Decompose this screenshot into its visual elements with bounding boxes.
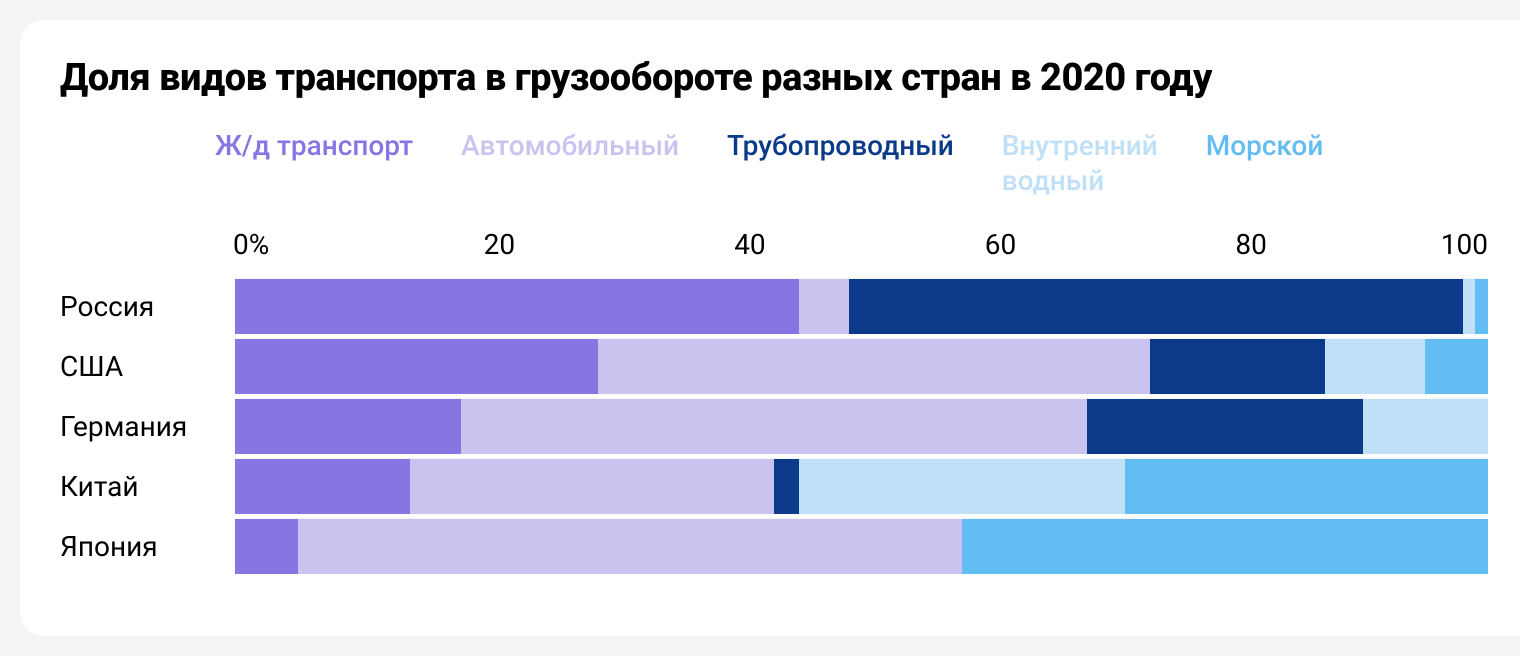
stacked-bar bbox=[235, 398, 1488, 454]
x-axis: 0% 20 40 60 80 100 bbox=[235, 228, 1488, 264]
x-tick: 20 bbox=[484, 228, 515, 261]
x-tick: 0% bbox=[233, 228, 269, 261]
row-label: Китай bbox=[60, 470, 235, 503]
bar-segment-sea bbox=[962, 519, 1488, 574]
bar-segment-pipeline bbox=[1087, 399, 1363, 454]
bar-row: Китай bbox=[60, 458, 1500, 514]
bar-segment-sea bbox=[1475, 279, 1488, 334]
bar-segment-inland bbox=[1363, 399, 1488, 454]
chart-title: Доля видов транспорта в грузообороте раз… bbox=[60, 56, 1500, 100]
bar-segment-rail bbox=[235, 339, 598, 394]
bar-row: Россия bbox=[60, 278, 1500, 334]
stacked-bar bbox=[235, 458, 1488, 514]
bar-segment-inland bbox=[1463, 279, 1476, 334]
legend-item-pipeline: Трубопроводный bbox=[727, 128, 954, 198]
legend-item-rail: Ж/д транспорт bbox=[215, 128, 413, 198]
bar-segment-inland bbox=[1325, 339, 1425, 394]
chart-body: 0% 20 40 60 80 100 Россия США Германия Китай Япон… bbox=[60, 228, 1500, 574]
bar-row: Япония bbox=[60, 518, 1500, 574]
row-label: США bbox=[60, 350, 235, 383]
legend-item-inland: Внутреннийводный bbox=[1002, 128, 1158, 198]
bar-segment-road bbox=[461, 399, 1088, 454]
stacked-bar bbox=[235, 518, 1488, 574]
bar-segment-road bbox=[410, 459, 773, 514]
bar-row: Германия bbox=[60, 398, 1500, 454]
bar-segment-sea bbox=[1425, 339, 1488, 394]
bar-segment-inland bbox=[799, 459, 1125, 514]
chart-card: Доля видов транспорта в грузообороте раз… bbox=[20, 20, 1520, 636]
bar-segment-rail bbox=[235, 459, 410, 514]
stacked-bar bbox=[235, 278, 1488, 334]
x-tick: 100 bbox=[1441, 228, 1488, 261]
bar-segment-pipeline bbox=[849, 279, 1463, 334]
bar-segment-rail bbox=[235, 279, 799, 334]
legend-item-sea: Морской bbox=[1206, 128, 1324, 198]
chart-legend: Ж/д транспорт Автомобильный Трубопроводный… bbox=[215, 128, 1500, 198]
legend-item-road: Автомобильный bbox=[461, 128, 679, 198]
x-tick: 40 bbox=[734, 228, 765, 261]
bar-segment-rail bbox=[235, 399, 461, 454]
x-tick: 60 bbox=[985, 228, 1016, 261]
x-tick: 80 bbox=[1235, 228, 1266, 261]
bar-segment-road bbox=[298, 519, 962, 574]
bar-segment-pipeline bbox=[774, 459, 799, 514]
row-label: Германия bbox=[60, 410, 235, 443]
bars-area: Россия США Германия Китай Япония bbox=[60, 278, 1500, 574]
bar-segment-road bbox=[799, 279, 849, 334]
bar-segment-rail bbox=[235, 519, 298, 574]
stacked-bar bbox=[235, 338, 1488, 394]
bar-row: США bbox=[60, 338, 1500, 394]
bar-segment-pipeline bbox=[1150, 339, 1325, 394]
bar-segment-road bbox=[598, 339, 1149, 394]
row-label: Япония bbox=[60, 530, 235, 563]
bar-segment-sea bbox=[1125, 459, 1488, 514]
row-label: Россия bbox=[60, 290, 235, 323]
